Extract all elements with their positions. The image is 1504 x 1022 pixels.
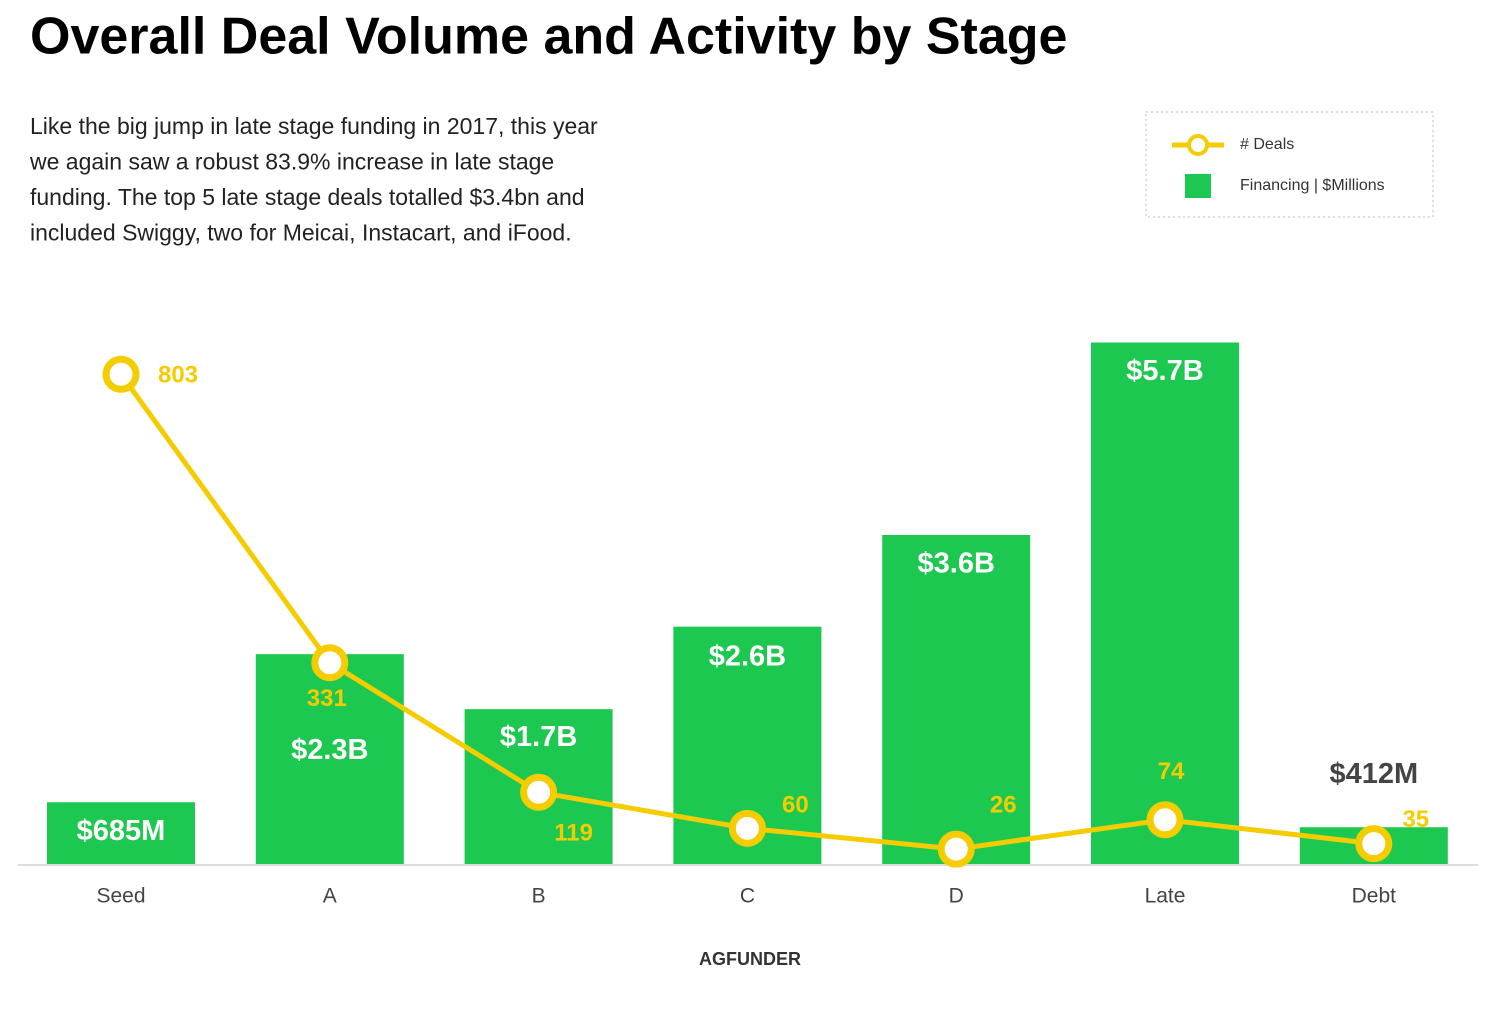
- bar: [255, 654, 404, 865]
- subtitle-line: funding. The top 5 late stage deals tota…: [30, 184, 585, 210]
- deals-point: [311, 644, 349, 682]
- deals-value-label: 60: [782, 792, 809, 819]
- bar-value-label: $685M: [77, 815, 166, 847]
- subtitle-line: included Swiggy, two for Meicai, Instaca…: [30, 220, 572, 246]
- legend-label: Financing | $Millions: [1240, 177, 1385, 194]
- deals-value-label: 331: [307, 685, 347, 712]
- deals-point: [1146, 801, 1184, 839]
- x-tick-label: A: [323, 885, 337, 908]
- bar-value-label: $3.6B: [918, 548, 995, 580]
- legend-box: [1145, 111, 1434, 218]
- deals-point: [728, 809, 766, 847]
- deals-point: [1355, 825, 1393, 863]
- legend-label: # Deals: [1240, 136, 1294, 153]
- deals-point: [937, 830, 975, 868]
- x-tick-label: C: [740, 885, 755, 908]
- legend-swatch: [1185, 174, 1211, 198]
- x-tick-label: Debt: [1352, 885, 1397, 908]
- bar-value-label: $412M: [1329, 758, 1418, 790]
- bar-value-label: $1.7B: [500, 721, 577, 753]
- bar: [882, 535, 1031, 865]
- subtitle-line: we again saw a robust 83.9% increase in …: [29, 149, 554, 175]
- deals-value-label: 119: [554, 820, 593, 847]
- bar: [1091, 342, 1239, 865]
- logo: AGFUNDER: [699, 949, 801, 969]
- deals-value-label: 35: [1402, 806, 1429, 833]
- x-tick-label: B: [532, 885, 546, 908]
- bar-value-label: $2.3B: [291, 734, 368, 766]
- deals-point: [102, 355, 140, 393]
- bar-value-label: $5.7B: [1126, 355, 1203, 387]
- x-tick-label: Late: [1145, 885, 1186, 908]
- subtitle-line: Like the big jump in late stage funding …: [30, 113, 598, 139]
- deals-value-label: 26: [990, 791, 1017, 818]
- legend-point: [1187, 134, 1209, 156]
- x-tick-label: D: [949, 885, 964, 908]
- deals-point: [520, 773, 558, 811]
- x-tick-label: Seed: [96, 885, 145, 908]
- deals-value-label: 74: [1158, 758, 1185, 785]
- bar: [47, 802, 195, 865]
- bar-value-label: $2.6B: [709, 640, 786, 672]
- chart-title: Overall Deal Volume and Activity by Stag…: [30, 8, 1067, 66]
- deals-value-label: 803: [158, 362, 198, 389]
